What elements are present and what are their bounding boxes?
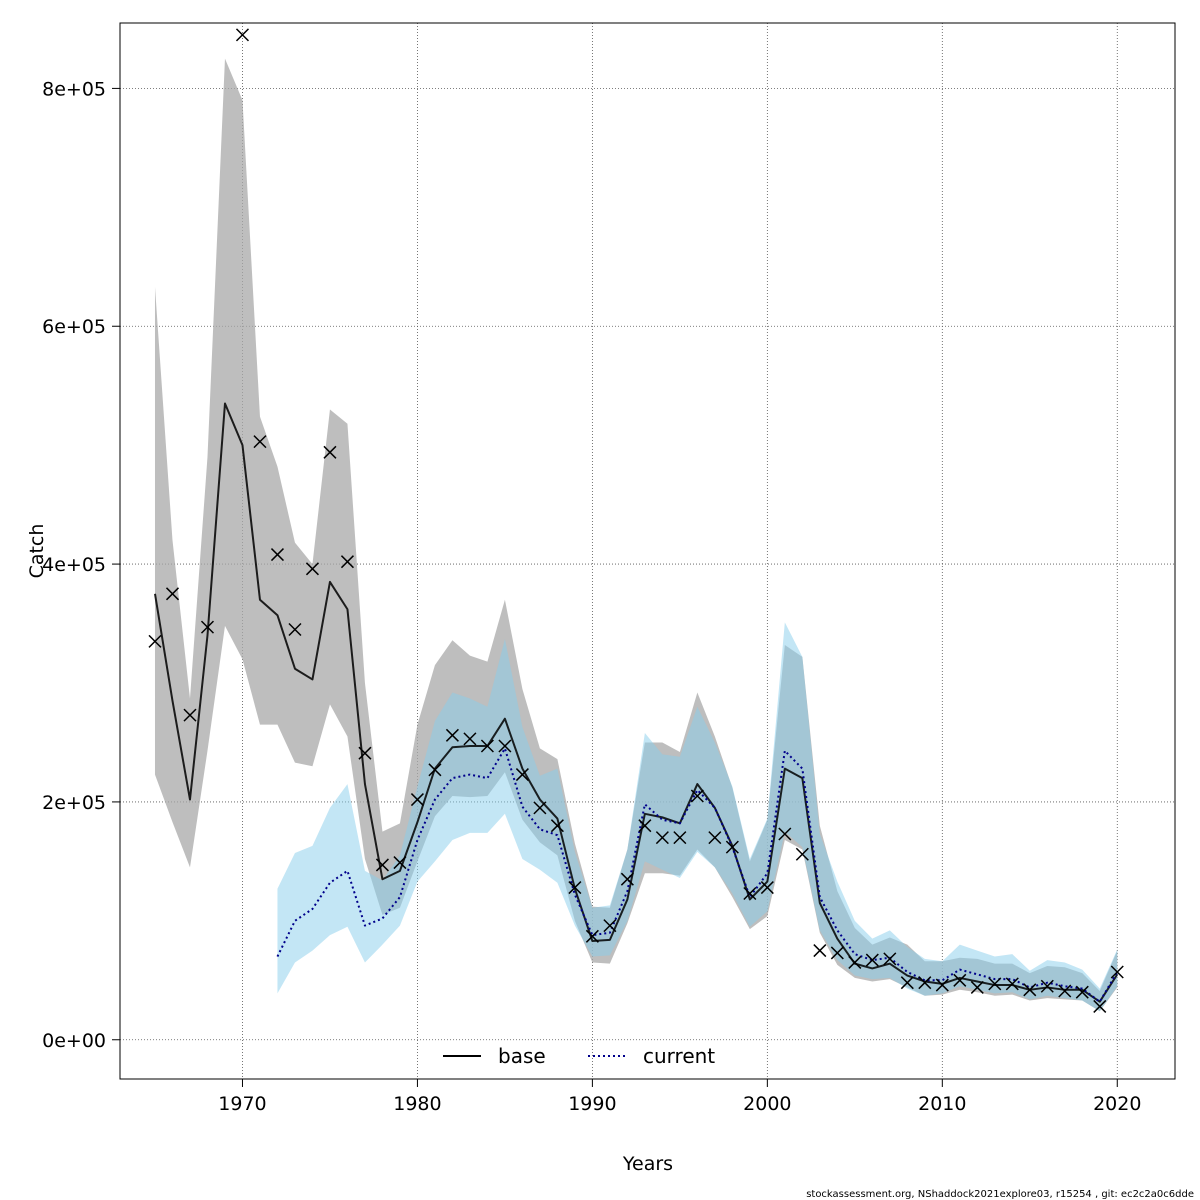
observation-marker — [673, 831, 687, 845]
observation-marker — [288, 622, 302, 637]
x-tick-label: 1980 — [393, 1093, 441, 1115]
observation-marker — [568, 881, 582, 895]
y-axis: 0e+00 2e+05 4e+05 6e+05 8e+05 — [42, 78, 120, 1052]
observation-marker — [410, 793, 424, 807]
observation-marker — [428, 763, 442, 777]
observation-marker — [690, 789, 704, 803]
observation-marker — [760, 881, 774, 895]
observation-marker — [340, 555, 354, 569]
x-axis-title: Years — [622, 1153, 673, 1175]
observation-marker — [655, 831, 669, 845]
observation-marker — [1075, 985, 1089, 999]
observation-marker — [1005, 977, 1019, 991]
observation-marker — [708, 831, 722, 845]
observation-marker — [620, 872, 634, 886]
y-tick-label: 4e+05 — [42, 554, 106, 576]
observation-marker — [463, 732, 477, 746]
observation-marker — [480, 739, 494, 753]
observation-marker — [813, 944, 827, 958]
observation-marker — [1093, 999, 1107, 1013]
x-tick-label: 1990 — [568, 1093, 616, 1115]
legend-current-label: current — [643, 1044, 715, 1068]
observation-marker — [865, 953, 879, 967]
observation-marker — [305, 562, 319, 576]
legend: base current — [443, 1044, 715, 1068]
observation-marker — [1058, 984, 1072, 998]
y-tick-label: 6e+05 — [42, 316, 106, 338]
observation-marker — [725, 840, 739, 854]
x-axis: 1970 1980 1990 2000 2010 2020 — [218, 1079, 1141, 1115]
y-tick-label: 2e+05 — [42, 792, 106, 814]
x-tick-label: 2000 — [743, 1093, 791, 1115]
observation-marker — [830, 946, 844, 960]
x-tick-label: 2020 — [1093, 1093, 1141, 1115]
plot-frame — [119, 22, 1176, 1080]
legend-base-label: base — [498, 1044, 546, 1068]
observation-marker — [778, 827, 792, 841]
observation-marker — [183, 708, 197, 722]
observation-marker — [550, 819, 564, 833]
observation-marker — [515, 768, 529, 782]
observation-marker — [988, 977, 1002, 991]
y-axis-title: Catch — [26, 524, 48, 579]
x-tick-label: 2010 — [918, 1093, 966, 1115]
observation-marker — [393, 856, 407, 870]
observation-marker — [253, 435, 267, 449]
series-lines — [154, 402, 1119, 1003]
observation-markers — [148, 28, 1124, 1013]
observation-marker — [375, 858, 389, 872]
observation-marker — [848, 955, 862, 969]
observation-marker — [533, 801, 547, 815]
observation-marker — [1023, 983, 1037, 997]
observation-marker — [1040, 979, 1054, 993]
observation-marker — [883, 952, 897, 966]
observation-marker — [638, 819, 652, 833]
observation-marker — [795, 847, 809, 861]
x-tick-label: 1970 — [218, 1093, 266, 1115]
y-tick-label: 8e+05 — [42, 78, 106, 100]
observation-marker — [445, 728, 459, 742]
footer-credit: stockassessment.org, NShaddock2021explor… — [806, 1189, 1194, 1200]
observation-marker — [900, 976, 914, 990]
observation-marker — [1110, 965, 1124, 979]
observation-marker — [165, 587, 180, 601]
observation-marker — [200, 620, 215, 634]
observation-marker — [498, 739, 512, 753]
observation-marker — [743, 886, 757, 901]
observation-marker — [270, 548, 284, 562]
observation-marker — [953, 973, 967, 987]
observation-marker — [970, 980, 984, 994]
confidence-bands — [154, 58, 1118, 1012]
line-base — [154, 402, 1119, 1003]
y-tick-label: 0e+00 — [42, 1030, 106, 1052]
observation-marker — [358, 746, 372, 760]
observation-marker — [585, 929, 599, 943]
observation-marker — [935, 978, 949, 992]
observation-marker — [323, 445, 337, 459]
observation-marker — [603, 919, 617, 933]
band-current — [277, 622, 1118, 1012]
observation-marker — [235, 28, 250, 42]
observation-marker — [148, 634, 162, 648]
observation-marker — [918, 976, 932, 990]
